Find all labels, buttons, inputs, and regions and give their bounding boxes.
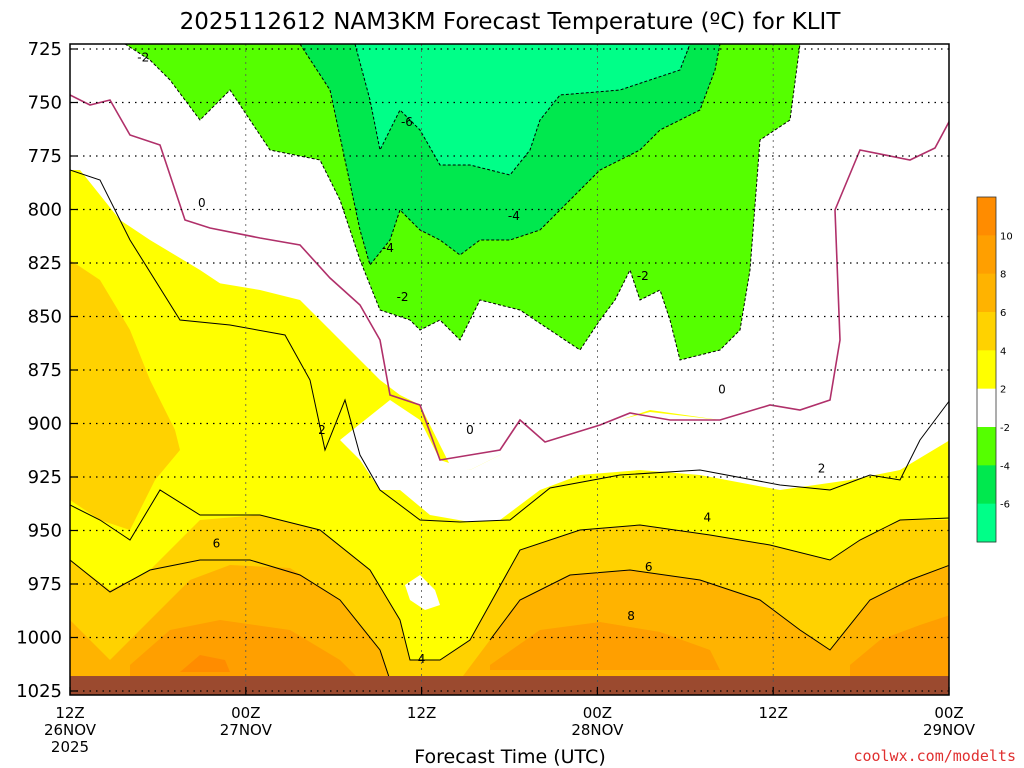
contour-label: -2 [397, 290, 409, 304]
x-tick-label: 2025 [51, 738, 89, 756]
y-tick-label: 1025 [16, 681, 62, 702]
contour-label: 6 [213, 536, 221, 550]
y-tick-label: 1000 [16, 628, 62, 649]
y-axis: 725 750 775 800 825 850 875 900 925 950 975 1000 102… [16, 39, 78, 702]
y-tick-label: 975 [28, 574, 62, 595]
colorbar-label: 10 [1000, 231, 1013, 242]
band-4-to-6-left [70, 260, 180, 530]
contour-label: 4 [703, 511, 711, 525]
colorbar-band [977, 388, 996, 428]
colorbar-legend: 10 8 6 4 2 -2 -4 -6 [976, 196, 1013, 543]
colorbar-band [977, 465, 996, 505]
colorbar-label: 4 [1000, 346, 1006, 357]
contour-6-right [489, 564, 949, 651]
colorbar-band [977, 350, 996, 390]
x-tick-label: 12Z [759, 704, 788, 722]
contour-label: 0 [718, 382, 726, 396]
x-tick-label: 12Z [407, 704, 436, 722]
colorbar-label: 8 [1000, 270, 1006, 281]
contour-label: -4 [508, 209, 520, 223]
x-tick-label: 28NOV [571, 721, 624, 739]
colorbar-frame [976, 196, 997, 543]
contour-label: 2 [318, 423, 326, 437]
colorbar-band [977, 312, 996, 351]
band-pocket [405, 575, 440, 610]
contour-minus2 [124, 44, 801, 361]
y-tick-label: 725 [28, 39, 62, 60]
contour-label: 6 [645, 560, 653, 574]
band-2-to-4-mid [70, 170, 949, 520]
plot-area [70, 44, 949, 695]
colorbar-label: 6 [1000, 308, 1006, 319]
x-tick-label: 00Z [231, 704, 260, 722]
x-tick-label: 12Z [55, 704, 84, 722]
contour-labels: -2 -6 0 -4 -4 -2 -2 0 0 2 2 4 4 6 6 8 [137, 51, 825, 666]
y-tick-label: 825 [28, 253, 62, 274]
y-tick-label: 925 [28, 467, 62, 488]
contour-4 [70, 489, 949, 661]
y-tick-label: 775 [28, 146, 62, 167]
contour-6-left [70, 559, 391, 681]
contour-label: -2 [137, 51, 149, 65]
contour-2 [70, 169, 949, 523]
colorbar-band [977, 273, 996, 313]
band-minus2-to-2-lower [340, 121, 949, 522]
colorbar-band [977, 197, 996, 236]
contour-label: -2 [637, 269, 649, 283]
colorbar-label: -6 [1000, 500, 1010, 511]
contour-label: 8 [627, 609, 635, 623]
band-minus8-to-minus6 [355, 44, 690, 175]
colorbar-label: -4 [1000, 461, 1010, 472]
contour-label: 2 [818, 461, 826, 475]
y-tick-label: 750 [28, 93, 62, 114]
colorbar-label: -2 [1000, 423, 1010, 434]
colorbar-label: 2 [1000, 385, 1006, 396]
contour-minus4 [299, 44, 721, 267]
y-tick-label: 850 [28, 307, 62, 328]
ground-layer [70, 676, 949, 695]
grid [70, 44, 949, 695]
y-tick-label: 875 [28, 360, 62, 381]
x-tick-label: 27NOV [220, 721, 273, 739]
colorbar-band [977, 235, 996, 275]
contour-zero [70, 94, 949, 461]
band-8-to-10 [130, 615, 949, 680]
x-tick-label: 00Z [934, 704, 963, 722]
x-tick-label: 29NOV [923, 721, 976, 739]
colorbar-band [977, 503, 996, 543]
x-axis-label: Forecast Time (UTC) [414, 746, 605, 768]
contour-label: 0 [466, 423, 474, 437]
x-tick-label: 00Z [583, 704, 612, 722]
x-tick-label: 26NOV [44, 721, 97, 739]
contour-label: 4 [418, 652, 426, 666]
y-tick-label: 900 [28, 414, 62, 435]
contour-minus6 [354, 44, 691, 176]
y-tick-label: 800 [28, 200, 62, 221]
band-10-to-12 [180, 655, 230, 672]
credit-link[interactable]: coolwx.com/modelts [853, 747, 1016, 765]
contour-label: 0 [198, 196, 206, 210]
contour-label: -6 [401, 115, 413, 129]
contour-label: -4 [382, 241, 394, 255]
colorbar-band [977, 427, 996, 466]
chart-title: 2025112612 NAM3KM Forecast Temperature (… [180, 9, 842, 35]
y-tick-label: 950 [28, 521, 62, 542]
